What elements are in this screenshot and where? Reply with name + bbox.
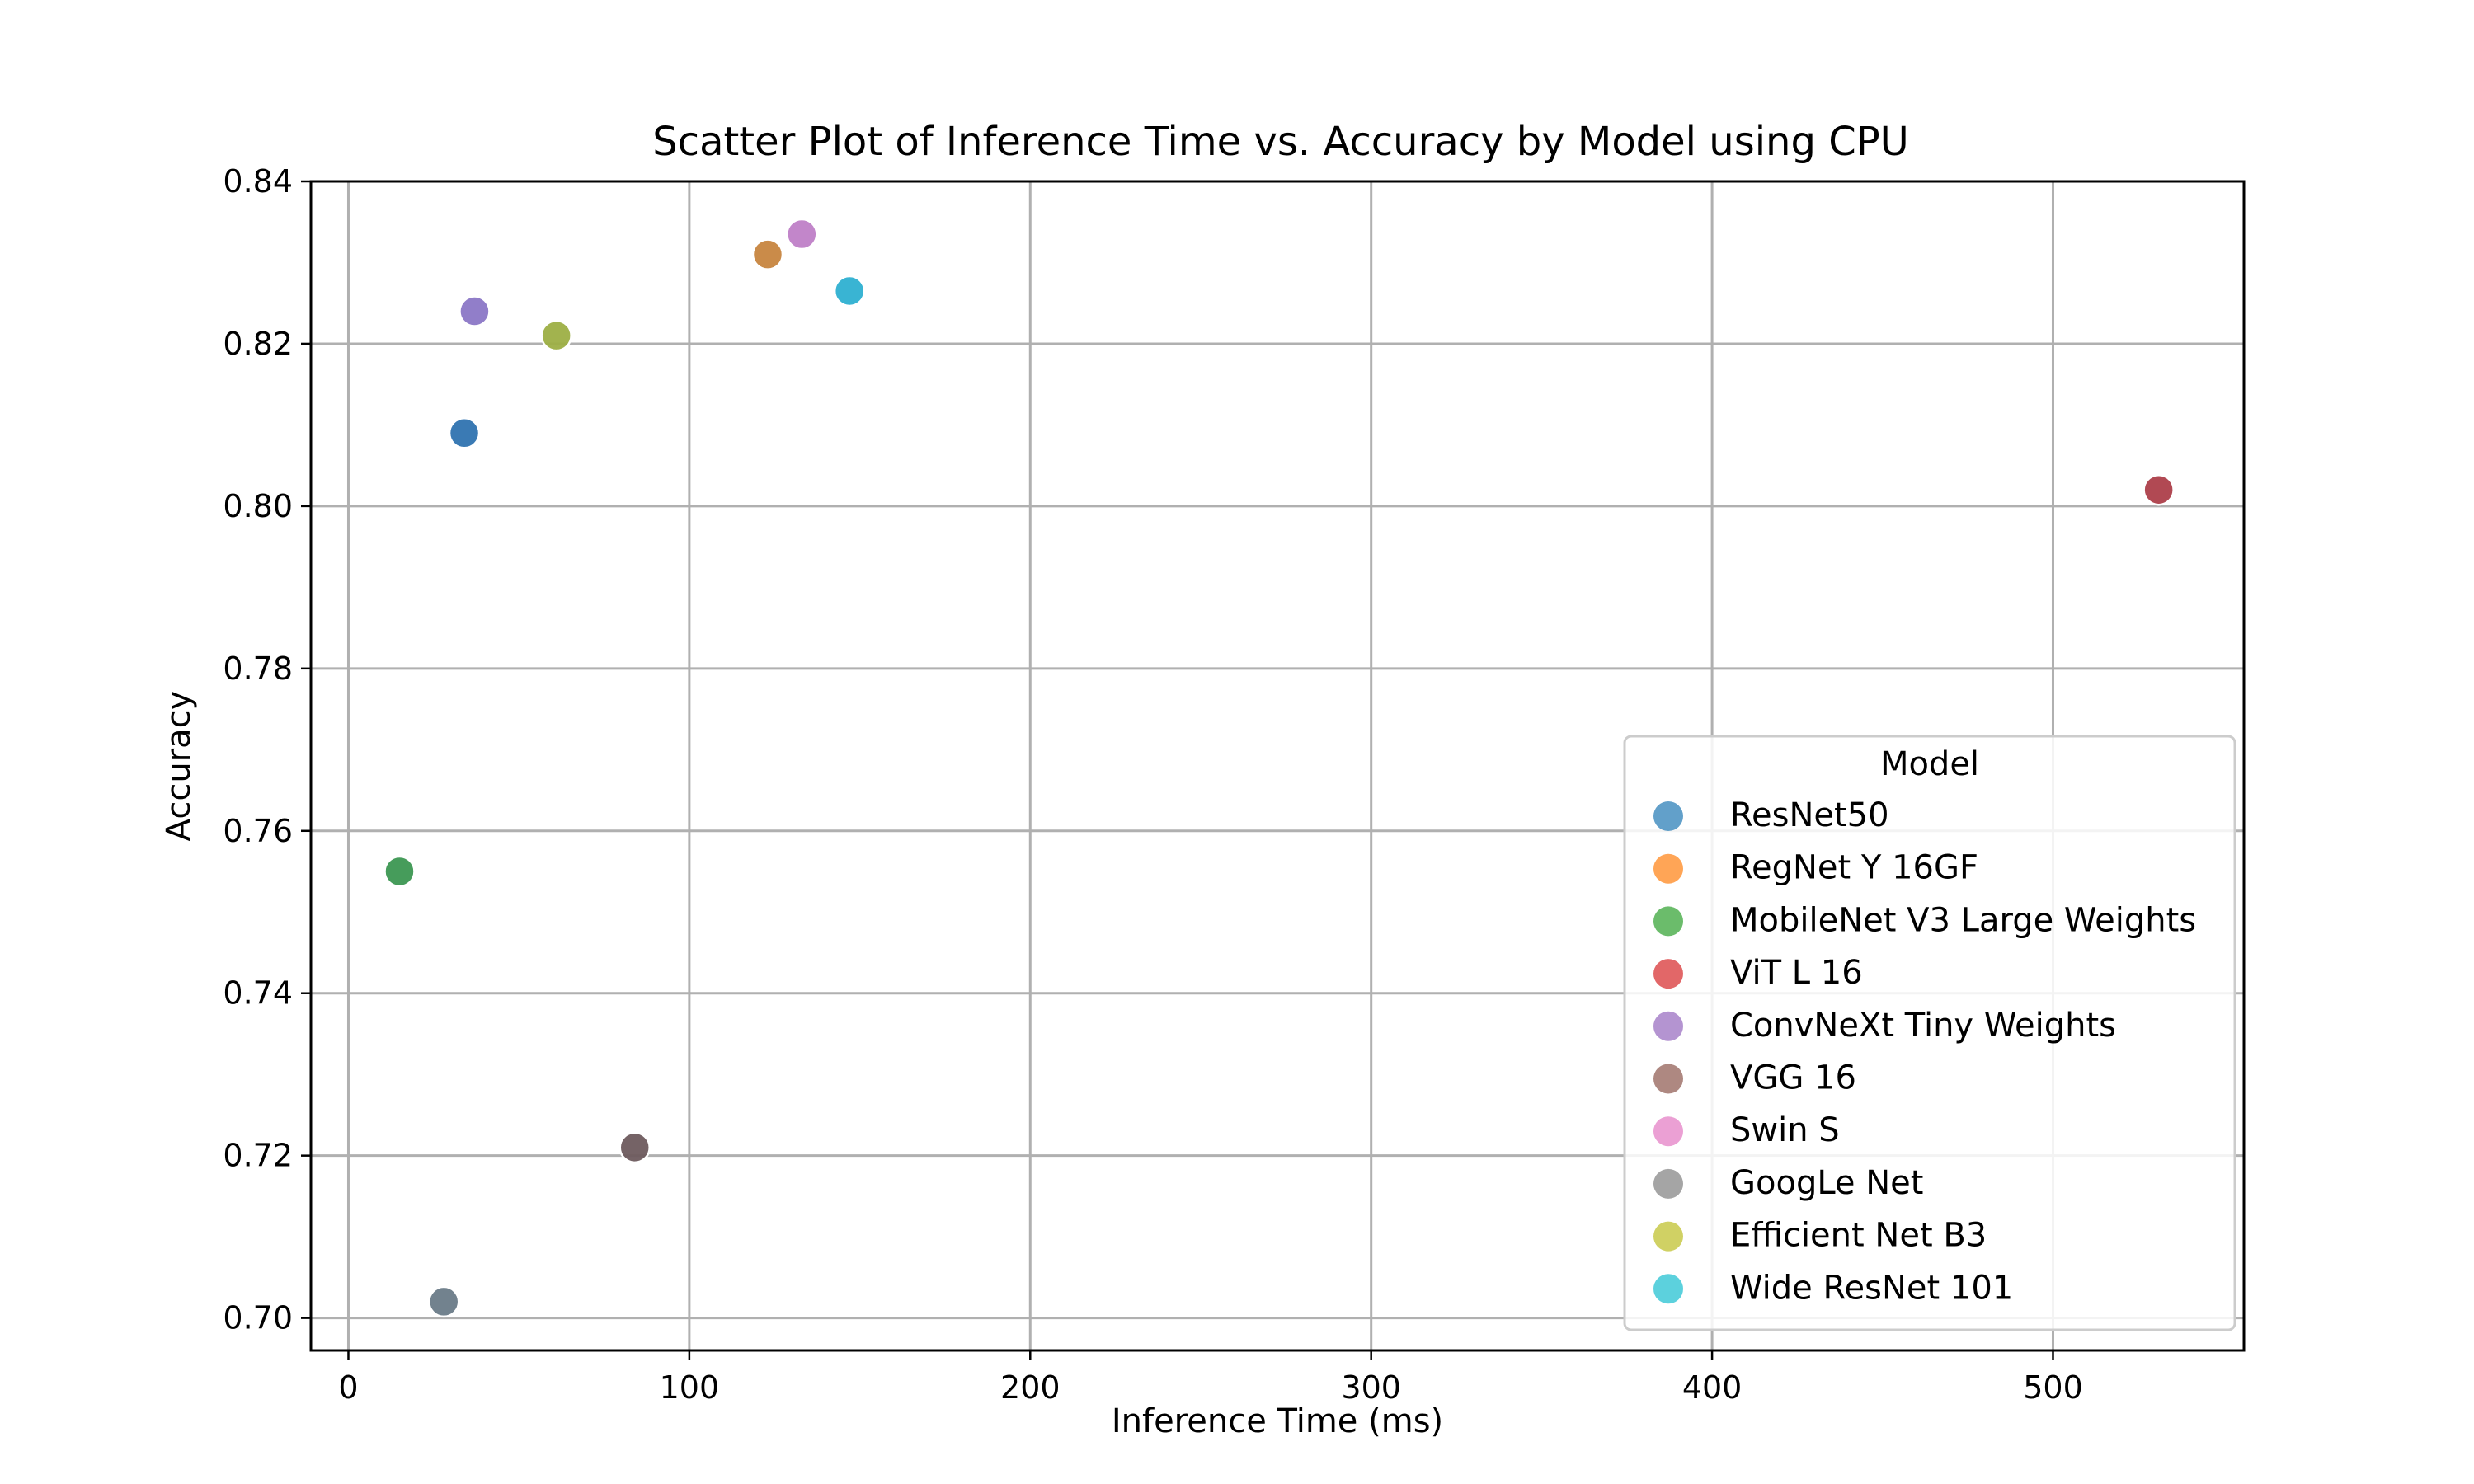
data-point: [751, 238, 784, 270]
legend-marker: [1653, 959, 1683, 989]
legend-entry: RegNet Y 16GF: [1730, 849, 1978, 887]
x-tick-label: 300: [1341, 1369, 1401, 1406]
legend: Model ResNet50 RegNet Y 16GF MobileNet V3 …: [1623, 735, 2236, 1331]
y-tick-label: 0.70: [223, 1300, 293, 1336]
x-axis-ticks: 0 100 200 300 400 500: [338, 1350, 2083, 1406]
plot-frame: [309, 180, 2246, 1352]
legend-entry: ResNet50: [1730, 796, 1889, 834]
legend-title: Model: [1880, 745, 1979, 783]
x-axis-label: Inference Time (ms): [1112, 1402, 1443, 1440]
legend-marker: [1653, 853, 1683, 884]
legend-marker: [1653, 1274, 1683, 1304]
y-tick-label: 0.72: [223, 1138, 293, 1174]
data-point: [618, 1131, 651, 1164]
x-tick-label: 400: [1682, 1369, 1743, 1406]
data-point: [786, 218, 818, 251]
data-point: [459, 295, 491, 327]
y-tick-label: 0.80: [223, 488, 293, 524]
x-tick-label: 0: [338, 1369, 358, 1406]
x-tick-label: 500: [2023, 1369, 2083, 1406]
legend-entry: Wide ResNet 101: [1730, 1269, 2013, 1307]
data-point: [2142, 473, 2175, 506]
data-point: [427, 1285, 460, 1318]
legend-marker: [1653, 1168, 1683, 1199]
legend-entry: Swin S: [1730, 1111, 1840, 1149]
y-tick-label: 0.76: [223, 813, 293, 849]
data-point: [448, 417, 481, 449]
y-tick-label: 0.74: [223, 975, 293, 1012]
x-tick-label: 100: [660, 1369, 720, 1406]
data-point: [833, 275, 866, 308]
legend-marker: [1653, 1011, 1683, 1041]
y-tick-label: 0.78: [223, 650, 293, 687]
legend-box: [1623, 735, 2236, 1331]
legend-entry: ConvNeXt Tiny Weights: [1730, 1007, 2116, 1045]
chart-title: Scatter Plot of Inference Time vs. Accur…: [652, 119, 1909, 165]
legend-marker: [1653, 801, 1683, 831]
legend-items: ResNet50 RegNet Y 16GF MobileNet V3 Large …: [1653, 796, 2196, 1307]
legend-marker: [1653, 1116, 1683, 1147]
legend-entry: MobileNet V3 Large Weights: [1730, 901, 2196, 939]
y-tick-label: 0.82: [223, 326, 293, 362]
legend-marker: [1653, 1064, 1683, 1094]
data-point: [540, 319, 572, 352]
legend-entry: ViT L 16: [1730, 954, 1863, 992]
data-points: [383, 218, 2175, 1318]
data-point: [383, 855, 416, 888]
legend-entry: GoogLe Net: [1730, 1164, 1923, 1202]
y-axis-label: Accuracy: [160, 691, 198, 842]
legend-entry: VGG 16: [1730, 1059, 1856, 1097]
legend-entry: Efficient Net B3: [1730, 1217, 1987, 1255]
legend-marker: [1653, 1221, 1683, 1252]
x-tick-label: 200: [1000, 1369, 1061, 1406]
y-axis-ticks: 0.70 0.72 0.74 0.76 0.78 0.80 0.82 0.84: [223, 163, 311, 1336]
y-tick-label: 0.84: [223, 163, 293, 200]
legend-marker: [1653, 906, 1683, 937]
